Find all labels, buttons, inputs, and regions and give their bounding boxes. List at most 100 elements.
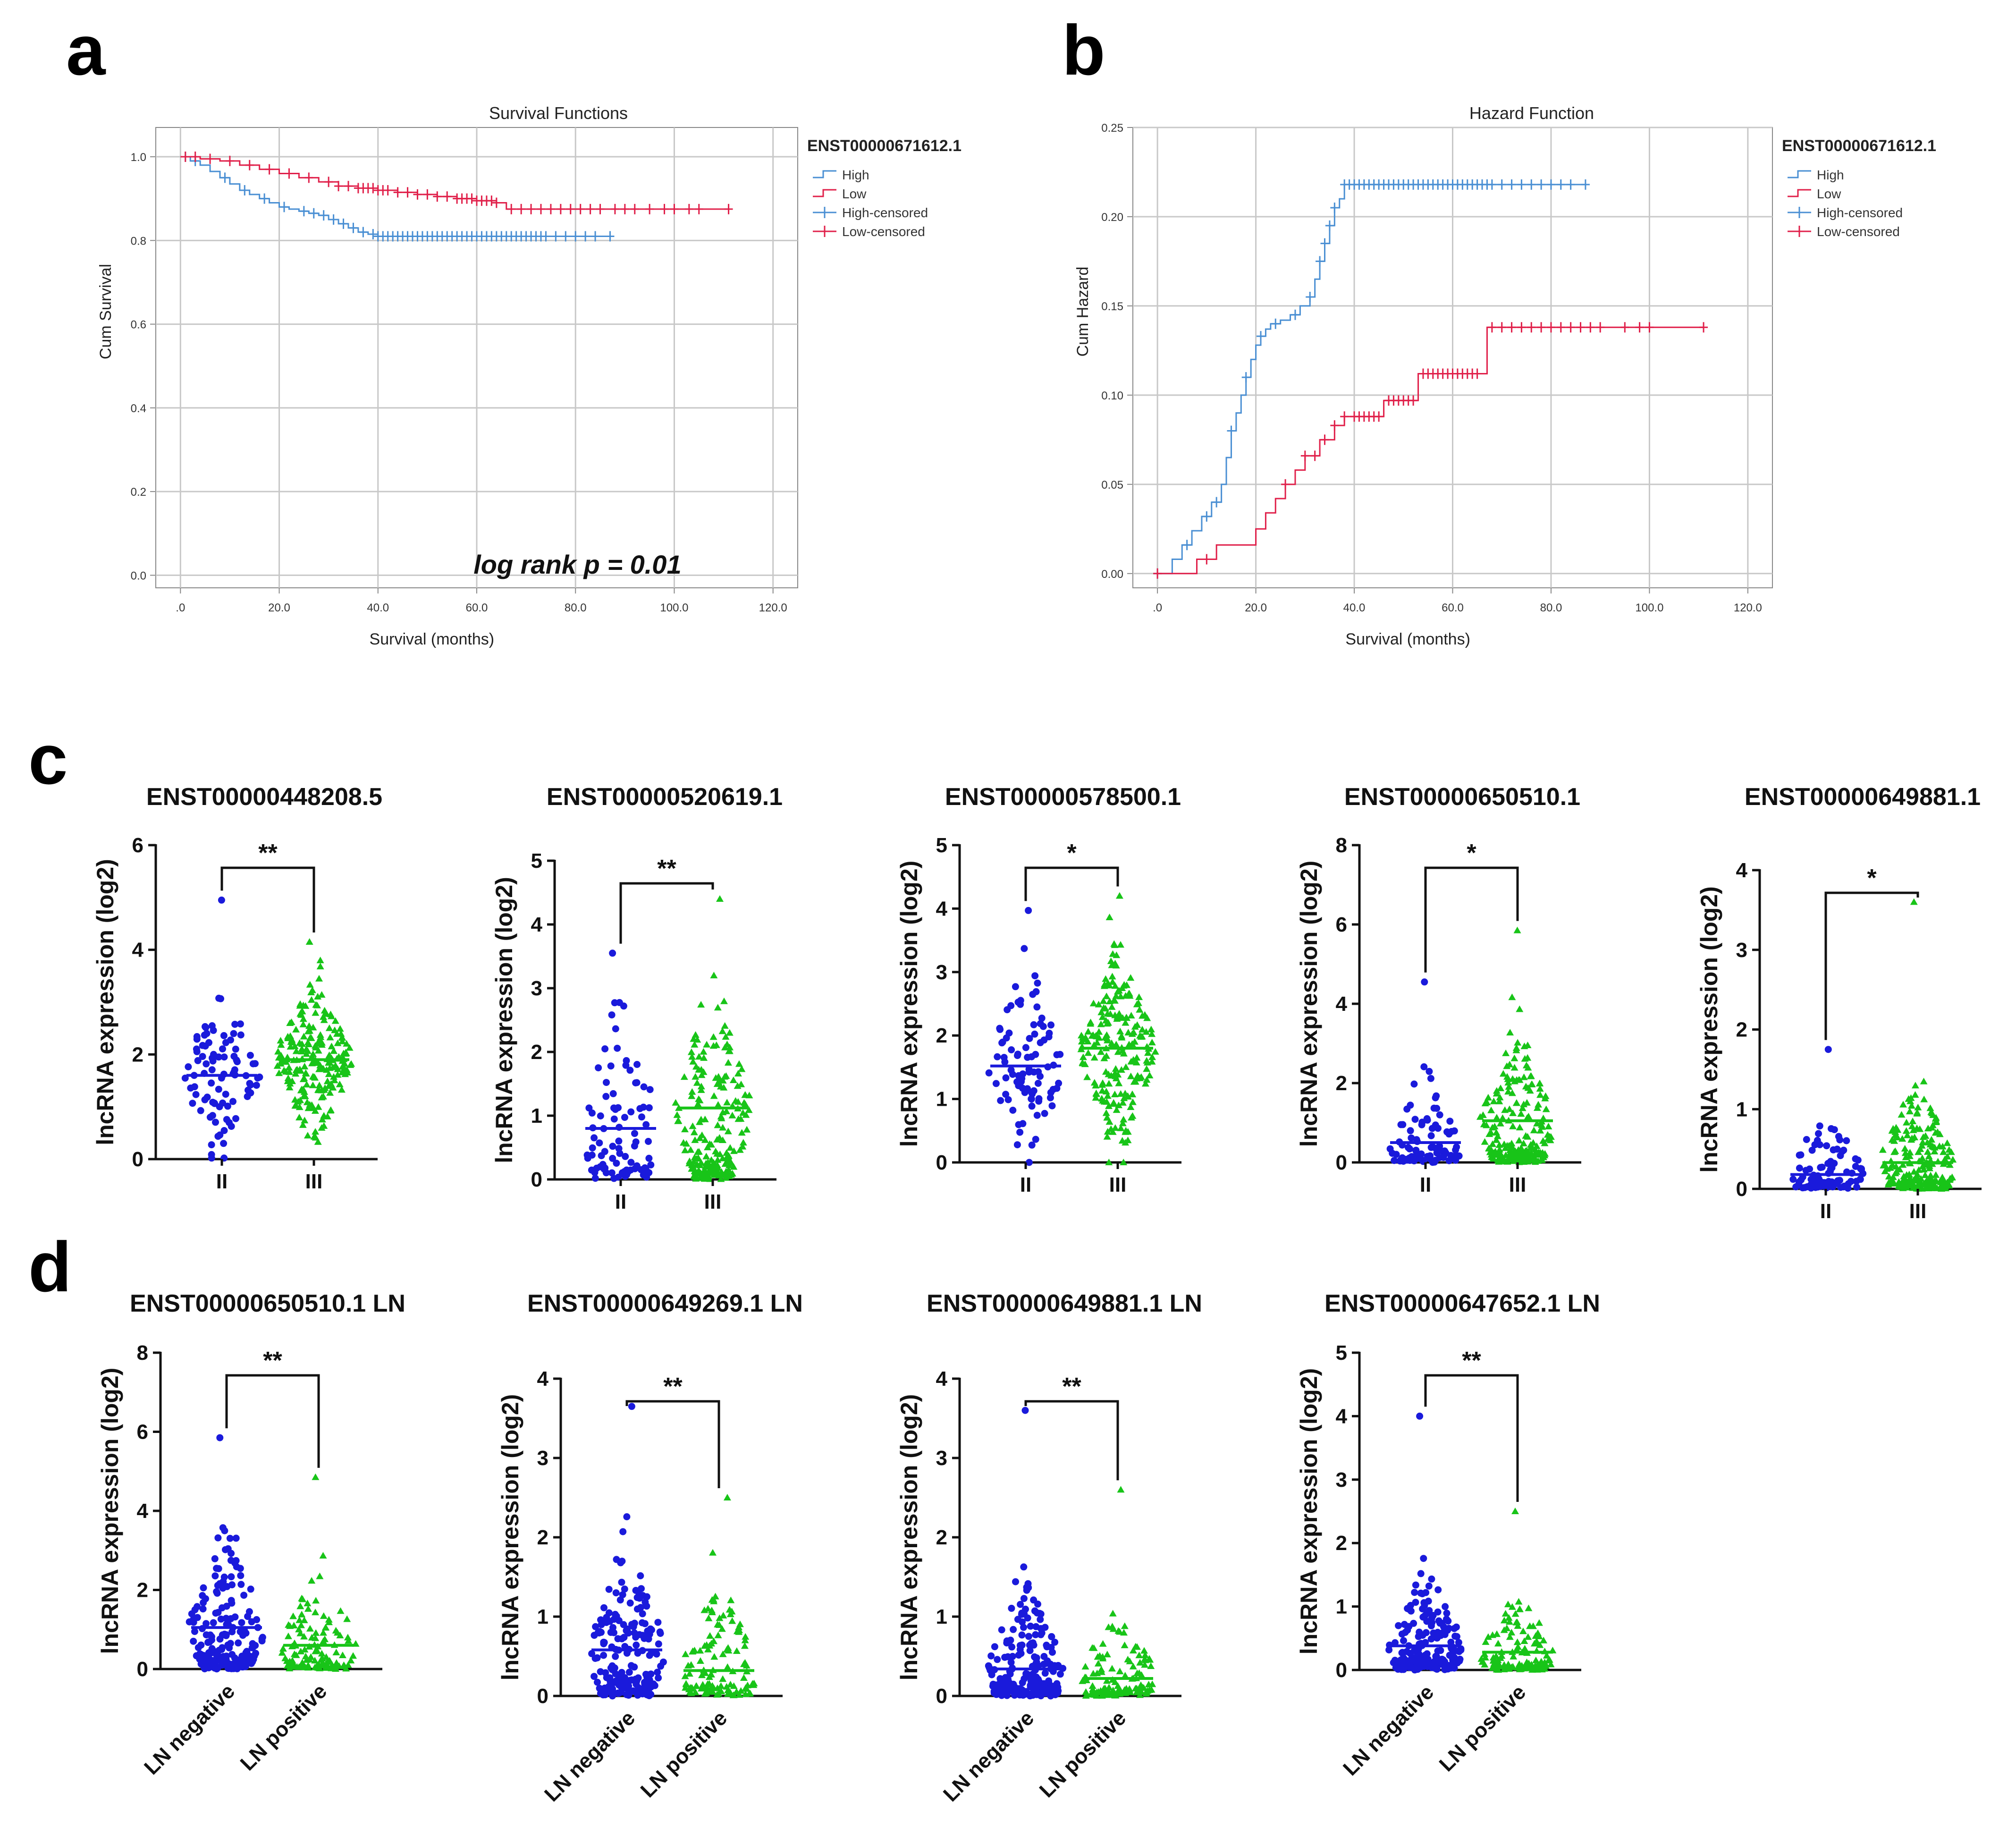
data-point-group2 [327,1012,335,1019]
data-point-group1 [199,1042,206,1049]
data-point-group2 [716,1134,724,1141]
dot-chart-c4: 0 2 4 6 8 ENST00000650510.1 lncRNA expression … [1296,783,1581,1196]
censor-mark-high [1241,372,1250,383]
data-point-group2 [1537,1121,1545,1128]
data-point-group2 [297,1086,305,1093]
data-point-group2 [294,1098,302,1105]
censor-mark-high [220,172,229,183]
data-point-group2 [1929,1181,1937,1187]
data-point-group1 [1018,1631,1026,1639]
charts-layer: .0 20.0 40.0 60.0 80.0 100.0 120.00.00.20.40.6… [92,103,1982,1806]
data-point-group1 [1403,1660,1411,1667]
data-point-group1 [1427,1622,1435,1629]
y-tick-label: 5 [936,834,947,857]
censor-mark-high [571,231,580,242]
data-point-group2 [312,1609,320,1616]
data-point-group2 [687,1146,695,1153]
data-point-group2 [302,1069,310,1076]
data-point-group2 [730,1691,738,1698]
data-point-group2 [282,1068,290,1075]
data-point-group2 [1547,1661,1555,1668]
data-point-group2 [726,1610,734,1618]
data-point-group2 [1102,1068,1110,1075]
data-point-group1 [655,1674,662,1682]
data-point-group1 [1004,1096,1012,1103]
data-point-group1 [1447,1662,1455,1670]
data-point-group2 [318,991,326,998]
data-point-group2 [1120,1116,1128,1123]
data-point-group2 [1503,1624,1511,1631]
data-point-group2 [700,1048,708,1055]
x-category-label: LN negative [540,1706,640,1806]
data-point-group2 [697,1159,705,1166]
data-point-group1 [631,1142,638,1150]
data-point-group2 [308,986,316,993]
data-point-group2 [316,957,324,964]
data-point-group2 [1516,1150,1524,1157]
data-point-group2 [1117,1090,1125,1097]
data-point-group1 [1032,1673,1040,1681]
data-point-group1 [216,1434,224,1441]
data-point-group2 [1520,1042,1528,1050]
data-point-group1 [1056,1670,1064,1678]
data-point-group2 [1527,1664,1535,1671]
data-point-group1 [1020,1563,1028,1571]
data-point-group2 [316,963,324,970]
data-point-group2 [717,1114,725,1121]
y-axis-label: lncRNA expression (log2) [1696,886,1722,1173]
data-point-group2 [327,1080,335,1087]
significance-bracket [225,1374,320,1468]
censor-mark-high [280,202,288,212]
data-point-group2 [1144,1049,1152,1056]
data-point-group2 [302,1045,310,1052]
censor-mark-low [206,153,215,164]
y-tick-label: 2 [936,1526,947,1549]
data-point-group2 [733,1647,741,1654]
data-point-group2 [1084,1049,1092,1056]
data-point-group2 [1136,1032,1144,1039]
data-point-group2 [1903,1131,1911,1138]
data-point-group1 [237,1581,245,1588]
data-point-group2 [1926,1104,1934,1111]
data-point-group2 [1500,1617,1508,1624]
data-point-group1 [602,1093,610,1100]
data-point-group2 [1482,1638,1490,1645]
data-point-group2 [293,1663,301,1670]
data-point-group1 [193,1035,201,1043]
data-point-group2 [694,1154,702,1161]
data-point-group1 [1422,1639,1429,1646]
data-point-group1 [1395,1622,1402,1629]
data-point-group2 [1121,1672,1129,1678]
data-point-group1 [612,1025,619,1033]
censor-mark-high [1497,179,1506,190]
data-point-group1 [1823,1142,1830,1150]
data-point-group2 [1112,1065,1120,1072]
data-point-group1 [1421,978,1428,986]
data-point-group1 [1423,1650,1431,1658]
y-tick-label: 2 [537,1526,548,1549]
data-point-group1 [208,1151,215,1158]
data-point-group1 [631,1629,638,1636]
data-point-group2 [689,1122,697,1129]
data-point-group2 [1493,1136,1501,1143]
data-point-group2 [1129,1098,1137,1105]
censor-mark-low [344,181,353,192]
data-point-group2 [1109,1686,1117,1694]
data-point-group2 [697,1001,705,1008]
data-point-group2 [1087,1020,1095,1027]
data-point-group2 [723,1099,731,1106]
data-point-group1 [1012,1578,1019,1585]
data-point-group2 [1106,1010,1114,1017]
data-point-group1 [1407,1607,1415,1615]
data-point-group2 [1135,1652,1143,1659]
censor-mark-high [1325,220,1334,231]
data-point-group2 [1095,1034,1103,1041]
data-point-group1 [615,1617,623,1624]
data-point-group1 [1808,1146,1816,1154]
data-point-group1 [1022,1044,1029,1051]
data-point-group1 [1400,1654,1407,1661]
y-tick-label: 1.0 [131,151,146,164]
data-point-group2 [1535,1619,1543,1626]
data-point-group2 [1527,1072,1535,1079]
panel-title: ENST00000448208.5 [146,783,382,811]
